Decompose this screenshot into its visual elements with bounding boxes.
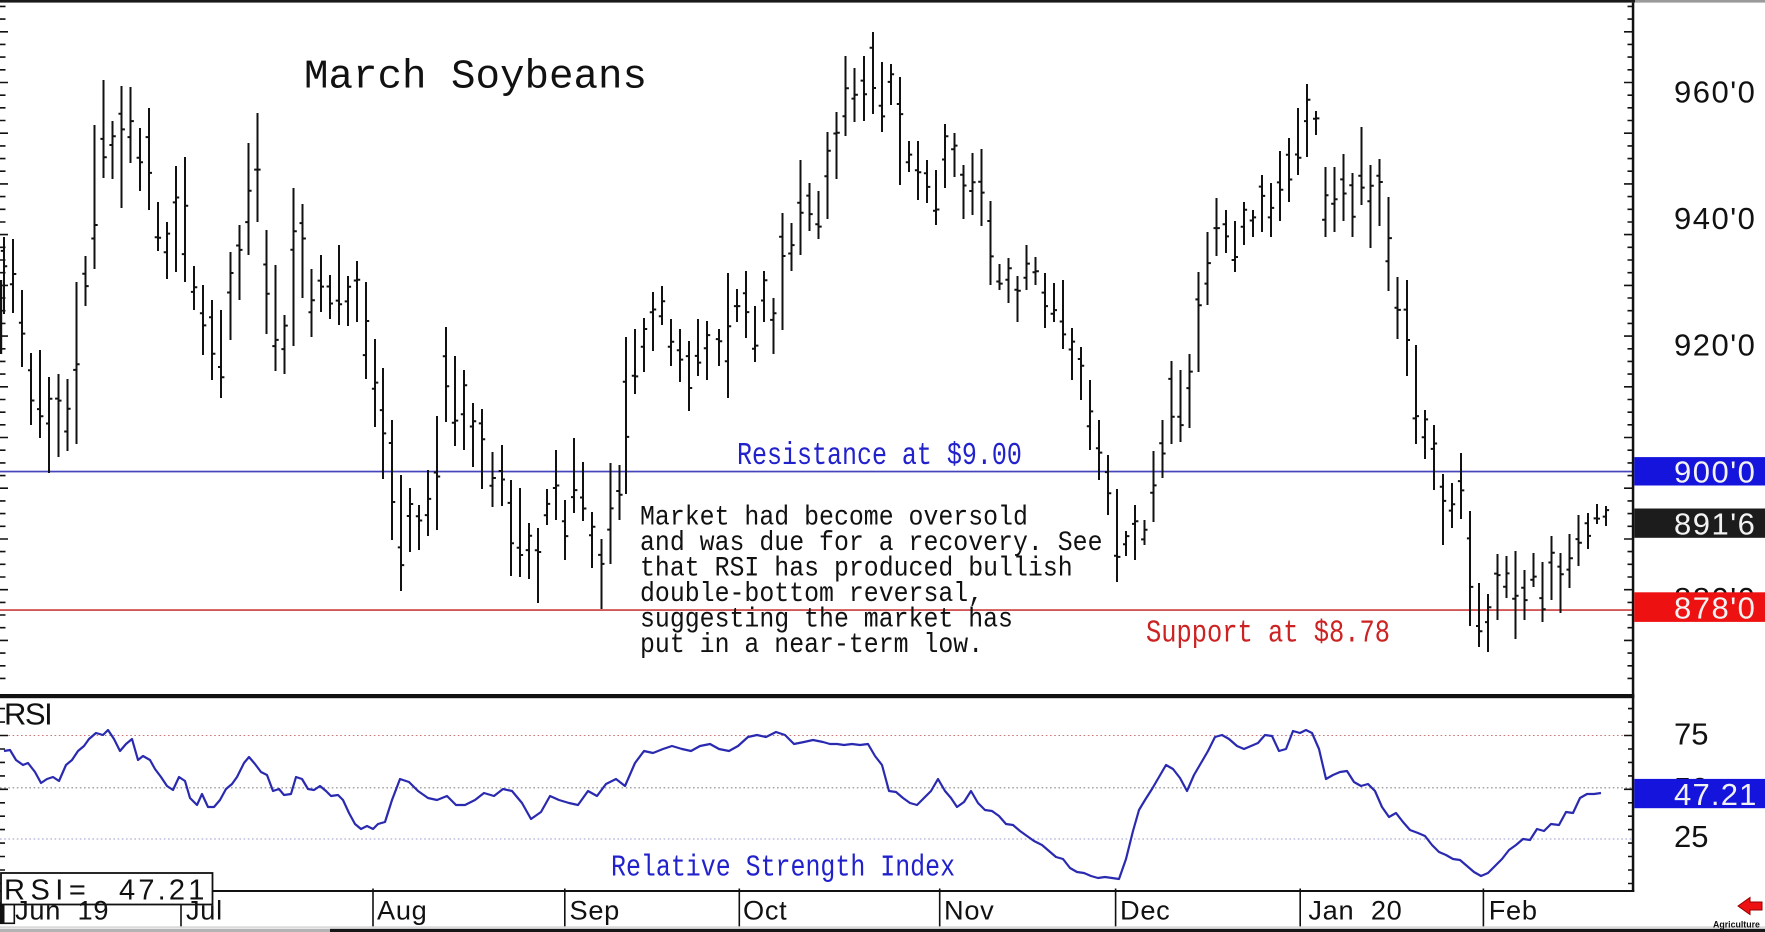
svg-text:Aug: Aug xyxy=(377,895,427,926)
svg-text:double-bottom reversal,: double-bottom reversal, xyxy=(640,578,983,610)
svg-text:Feb: Feb xyxy=(1489,895,1538,926)
svg-text:47.21: 47.21 xyxy=(119,875,208,907)
svg-text:Resistance at $9.00: Resistance at $9.00 xyxy=(737,439,1022,474)
svg-text:920'0: 920'0 xyxy=(1674,328,1756,363)
svg-text:put in a near-term low.: put in a near-term low. xyxy=(640,629,983,661)
svg-text:Sep: Sep xyxy=(570,895,620,926)
svg-text:878'0: 878'0 xyxy=(1674,590,1756,625)
svg-text:Dec: Dec xyxy=(1120,895,1170,926)
svg-text:47.21: 47.21 xyxy=(1674,777,1758,812)
svg-text:Relative Strength Index: Relative Strength Index xyxy=(611,851,955,885)
svg-text:Support at $8.78: Support at $8.78 xyxy=(1146,615,1390,651)
svg-text:suggesting the market has: suggesting the market has xyxy=(640,603,1013,635)
svg-text:891'6: 891'6 xyxy=(1674,506,1756,541)
svg-text:Nov: Nov xyxy=(944,895,994,926)
svg-text:Jan 20: Jan 20 xyxy=(1308,895,1402,926)
svg-text:Oct: Oct xyxy=(743,895,787,926)
svg-text:RSI=: RSI= xyxy=(4,875,91,907)
svg-text:900'0: 900'0 xyxy=(1674,455,1756,490)
svg-text:March Soybeans: March Soybeans xyxy=(304,55,647,101)
svg-text:RSI: RSI xyxy=(4,697,51,732)
svg-text:960'0: 960'0 xyxy=(1674,74,1756,109)
svg-text:Market had become oversold: Market had become oversold xyxy=(640,501,1028,533)
svg-text:and was due for a recovery. Se: and was due for a recovery. See xyxy=(640,527,1102,559)
svg-text:75: 75 xyxy=(1674,716,1708,751)
svg-text:25: 25 xyxy=(1674,819,1708,854)
svg-text:Jul: Jul xyxy=(186,895,223,926)
svg-text:Jun 19: Jun 19 xyxy=(15,895,109,926)
svg-text:that RSI has produced bullish: that RSI has produced bullish xyxy=(640,552,1073,584)
svg-text:940'0: 940'0 xyxy=(1674,201,1756,236)
svg-text:Agriculture: Agriculture xyxy=(1713,919,1760,929)
